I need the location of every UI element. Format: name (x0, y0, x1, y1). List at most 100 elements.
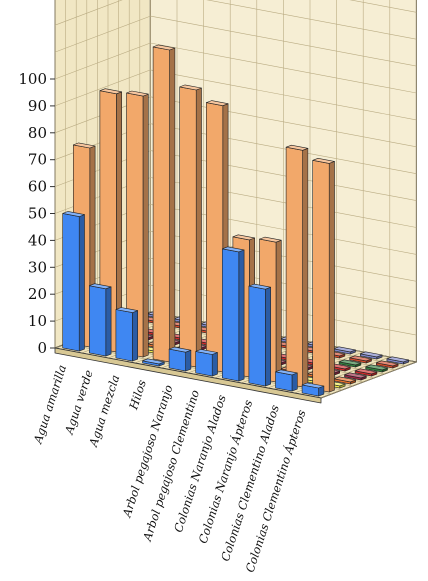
bar-s0-1-front (89, 285, 107, 357)
y-axis-ticks: 0 10 20 30 40 50 60 70 80 90 100 (18, 70, 55, 357)
y-tick-label: 40 (28, 231, 47, 249)
bar-s4-9 (344, 372, 367, 381)
bar-s1-5-top (206, 100, 229, 106)
bar-s1-4-front (179, 86, 197, 368)
bar-s1-4 (179, 84, 202, 368)
bar-s0-7 (248, 283, 272, 387)
bar-s6-9 (365, 364, 388, 373)
bar-s1-2-side (142, 93, 149, 358)
bar-s0-6-side (238, 249, 245, 382)
y-tick-label: 50 (28, 205, 47, 223)
bar-s8-7 (333, 346, 356, 355)
bar-s4-9-top (344, 372, 367, 379)
bar-s0-0-side (78, 214, 85, 352)
bar-s1-2-top (126, 90, 149, 97)
bar-s0-4 (168, 346, 192, 372)
bar-s0-7-side (265, 286, 272, 387)
bar-s0-2-front (115, 309, 133, 362)
bar-s0-8-top (275, 369, 298, 376)
y-tick-label: 20 (28, 285, 47, 303)
bar-s1-9-front (312, 160, 330, 393)
bar-s3-9-top (333, 376, 357, 383)
bar-s3-9 (333, 376, 357, 385)
bar-s0-2 (115, 307, 138, 362)
bar-s1-8 (285, 144, 309, 388)
bar-s7-9-top (375, 360, 399, 367)
bar-s0-1 (89, 283, 112, 357)
bar-s1-6-top (232, 234, 255, 241)
bar-s0-4-side (185, 349, 192, 372)
bar-s1-7-top (259, 236, 282, 243)
x-tick-label: Agua verde (62, 368, 96, 437)
bar-s1-5-front (206, 102, 224, 373)
bar-s1-9-side (328, 161, 335, 393)
bar-s0-4-front (168, 348, 186, 372)
y-tick-label: 30 (28, 258, 47, 276)
bar-s5-9-top (354, 368, 378, 375)
bar-s1-7-side (275, 239, 282, 383)
bar-s1-9 (312, 158, 335, 393)
bar-s8-8-top (359, 351, 383, 358)
x-tick-label: Hilos (126, 378, 149, 412)
bar-s0-1-top (89, 283, 112, 290)
y-tick-label: 10 (28, 312, 47, 330)
bar-s0-0-top (62, 211, 85, 217)
y-tick-label: 70 (28, 151, 47, 169)
bar-s1-4-top (179, 84, 202, 91)
bar-s1-8-side (302, 148, 309, 388)
bar-s0-7-top (248, 283, 272, 290)
y-tick-label: 80 (28, 124, 47, 142)
bar-s5-9 (354, 368, 378, 377)
bar-s1-3-top (152, 44, 176, 51)
gridline-left-extra (54, 15, 151, 53)
bar-s1-9-top (312, 158, 335, 164)
bar-s0-0-front (62, 213, 80, 352)
chart-bars (62, 44, 410, 397)
bar-s0-8-side (291, 372, 298, 392)
bar-s1-3 (152, 44, 176, 363)
bar-s1-2 (126, 90, 149, 358)
bar-s1-0-top (73, 142, 96, 149)
bar-s0-8 (275, 369, 298, 392)
bar-s0-1-side (105, 286, 112, 357)
bar-s0-2-side (132, 310, 138, 362)
floor-grid (320, 361, 417, 399)
bar-s0-3 (142, 358, 165, 367)
bar-s0-5 (195, 349, 218, 377)
floor-front-edge (54, 347, 322, 404)
bar-s8-9-top (386, 356, 410, 363)
bar-s7-8-top (349, 355, 372, 362)
bar-s6-9-top (365, 364, 388, 371)
bar-s0-6-top (222, 246, 245, 253)
y-tick-label: 60 (28, 178, 47, 196)
y-tick-label: 90 (28, 97, 47, 115)
gridline-back-extra (349, 0, 417, 13)
bar-s1-3-side (169, 47, 176, 363)
bar-s7-9 (375, 360, 399, 369)
bar-s0-6 (222, 246, 245, 382)
gridline-left-10 (54, 42, 151, 80)
gridline-left-extra (54, 0, 123, 26)
y-tick-label: 100 (18, 70, 47, 88)
bar-s0-5-front (195, 351, 213, 377)
bar-s0-9-top (301, 382, 325, 389)
bar-s0-9 (301, 382, 325, 397)
bar-s8-7-top (333, 346, 356, 353)
bar-s1-3-front (152, 46, 170, 363)
bar-s0-6-front (222, 248, 240, 382)
bar-s0-4-top (168, 346, 192, 353)
bar-s7-8 (349, 355, 372, 364)
bar-s0-5-top (195, 349, 218, 355)
bar-s6-8-top (338, 359, 362, 366)
bar-s8-9 (386, 356, 410, 365)
bar-s0-3-top (142, 358, 165, 365)
x-tick-label: Agua amarilla (30, 363, 69, 446)
gridline-left-9 (54, 69, 151, 107)
bar-s1-8-top (285, 144, 309, 151)
bar-s6-8 (338, 359, 362, 368)
y-tick-label: 0 (37, 339, 47, 357)
bar-s0-7-front (248, 285, 266, 387)
